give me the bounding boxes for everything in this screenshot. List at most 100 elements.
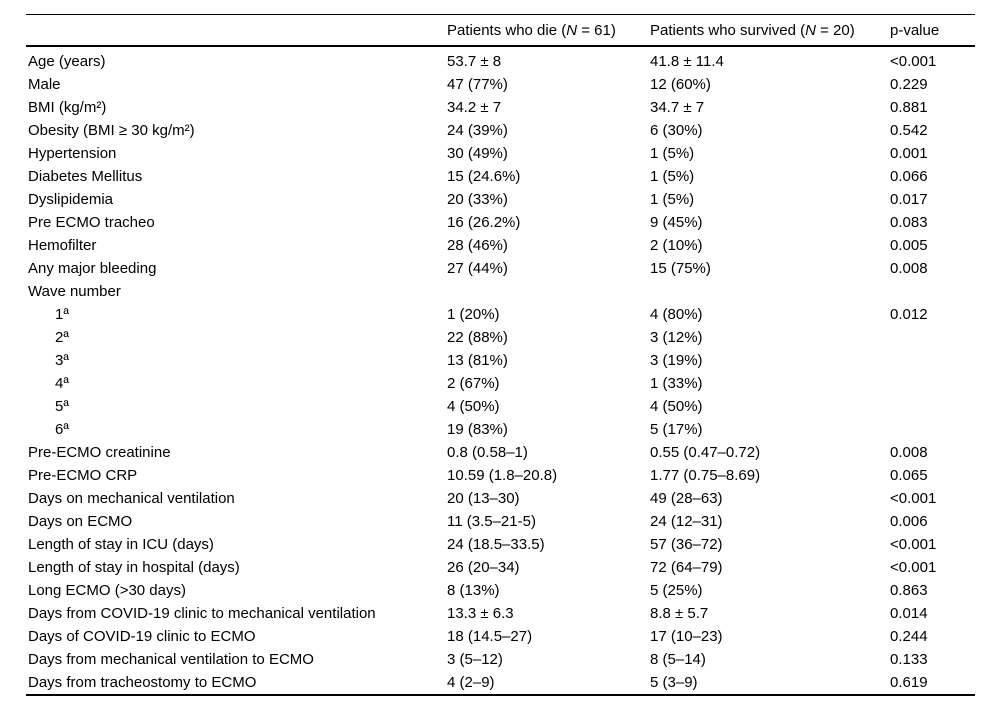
table-row: Days on ECMO 11 (3.5–21-5) 24 (12–31) 0.006 xyxy=(26,510,975,533)
cell-survived: 2 (10%) xyxy=(650,237,703,254)
cell-pvalue: 0.066 xyxy=(890,168,928,185)
cell-pvalue: 0.012 xyxy=(890,306,928,323)
row-label: Days of COVID-19 clinic to ECMO xyxy=(28,628,256,645)
row-label: Male xyxy=(28,76,61,93)
col-header-empty xyxy=(26,14,447,47)
cell-survived xyxy=(650,280,890,303)
row-label: 6ª xyxy=(55,421,69,438)
n-symbol: N xyxy=(805,21,816,39)
table-body: Age (years) 53.7 ± 8 41.8 ± 11.4 <0.001 Male… xyxy=(26,46,975,695)
cell-pvalue: <0.001 xyxy=(890,536,937,553)
cell-pvalue xyxy=(890,395,975,418)
cell-pvalue: 0.065 xyxy=(890,467,928,484)
row-label: 2ª xyxy=(55,329,69,346)
cell-died: 0.8 (0.58–1) xyxy=(447,444,528,461)
table-row: Days from COVID-19 clinic to mechanical … xyxy=(26,602,975,625)
table-row: 5ª 4 (50%) 4 (50%) xyxy=(26,395,975,418)
cell-pvalue: 0.005 xyxy=(890,237,928,254)
row-label: Days on ECMO xyxy=(28,513,133,530)
table-row: Pre-ECMO CRP 10.59 (1.8–20.8) 1.77 (0.75–8… xyxy=(26,464,975,487)
cell-died: 13.3 ± 6.3 xyxy=(447,605,514,622)
row-label: 4ª xyxy=(55,375,69,392)
row-label: Pre-ECMO CRP xyxy=(28,467,138,484)
n-symbol: N xyxy=(566,21,578,39)
cell-died: 11 (3.5–21-5) xyxy=(447,513,536,530)
cell-died: 27 (44%) xyxy=(447,260,508,277)
cell-survived: 8.8 ± 5.7 xyxy=(650,605,709,622)
cell-died: 53.7 ± 8 xyxy=(447,53,502,70)
cell-pvalue xyxy=(890,326,975,349)
cell-survived: 5 (17%) xyxy=(650,421,703,438)
table-row: 1ª 1 (20%) 4 (80%) 0.012 xyxy=(26,303,975,326)
table-row: BMI (kg/m²) 34.2 ± 7 34.7 ± 7 0.881 xyxy=(26,96,975,119)
cell-survived: 8 (5–14) xyxy=(650,651,706,668)
cell-died: 1 (20%) xyxy=(447,306,500,323)
cell-survived: 1 (5%) xyxy=(650,145,695,162)
table-header: Patients who die (N = 61) Patients who s… xyxy=(26,14,975,47)
cell-survived: 3 (19%) xyxy=(650,352,703,369)
table-row: Pre ECMO tracheo 16 (26.2%) 9 (45%) 0.083 xyxy=(26,211,975,234)
cell-survived: 17 (10–23) xyxy=(650,628,723,645)
cell-survived: 15 (75%) xyxy=(650,260,711,277)
table-row: Dyslipidemia 20 (33%) 1 (5%) 0.017 xyxy=(26,188,975,211)
row-label: Long ECMO (>30 days) xyxy=(28,582,186,599)
table-row: 4ª 2 (67%) 1 (33%) xyxy=(26,372,975,395)
table-row: 6ª 19 (83%) 5 (17%) xyxy=(26,418,975,441)
col-header-pvalue: p-value xyxy=(890,14,975,47)
cell-pvalue: <0.001 xyxy=(890,559,937,576)
cell-pvalue: 0.863 xyxy=(890,582,928,599)
row-label: Obesity (BMI ≥ 30 kg/m²) xyxy=(28,122,195,139)
row-label: Length of stay in hospital (days) xyxy=(28,559,240,576)
row-label: Days from mechanical ventilation to ECMO xyxy=(28,651,314,668)
row-label: 1ª xyxy=(55,306,69,323)
cell-survived: 57 (36–72) xyxy=(650,536,723,553)
cell-died: 30 (49%) xyxy=(447,145,508,162)
cell-pvalue: <0.001 xyxy=(890,53,937,70)
cell-pvalue xyxy=(890,349,975,372)
cell-died: 20 (13–30) xyxy=(447,490,520,507)
cell-died: 28 (46%) xyxy=(447,237,508,254)
table-row: Pre-ECMO creatinine 0.8 (0.58–1) 0.55 (0.4… xyxy=(26,441,975,464)
cell-survived: 0.55 (0.47–0.72) xyxy=(650,444,761,461)
cell-pvalue: 0.083 xyxy=(890,214,928,231)
cell-survived: 1 (5%) xyxy=(650,191,695,208)
cell-died: 3 (5–12) xyxy=(447,651,503,668)
table-row: Male 47 (77%) 12 (60%) 0.229 xyxy=(26,73,975,96)
cell-survived: 72 (64–79) xyxy=(650,559,723,576)
row-label: 5ª xyxy=(55,398,69,415)
row-label: Diabetes Mellitus xyxy=(28,168,143,185)
table-row: Length of stay in hospital (days) 26 (20–… xyxy=(26,556,975,579)
cell-survived: 1 (33%) xyxy=(650,375,703,392)
row-label: Age (years) xyxy=(28,53,106,70)
cell-survived: 41.8 ± 11.4 xyxy=(650,53,724,70)
table-row: Obesity (BMI ≥ 30 kg/m²) 24 (39%) 6 (30%) 0… xyxy=(26,119,975,142)
cell-died: 18 (14.5–27) xyxy=(447,628,533,645)
row-label: 3ª xyxy=(55,352,69,369)
table-row: 3ª 13 (81%) 3 (19%) xyxy=(26,349,975,372)
cell-pvalue: 0.017 xyxy=(890,191,928,208)
row-label: Days from tracheostomy to ECMO xyxy=(28,674,257,691)
header-row: Patients who die (N = 61) Patients who s… xyxy=(26,14,975,47)
cell-survived: 9 (45%) xyxy=(650,214,703,231)
row-label: Wave number xyxy=(28,283,121,300)
row-label: Pre-ECMO creatinine xyxy=(28,444,171,461)
col-header-patients-died: Patients who die (N = 61) xyxy=(447,14,650,47)
cell-died: 13 (81%) xyxy=(447,352,508,369)
col-header-patients-survived-count: = 20) xyxy=(815,21,855,39)
cell-died: 8 (13%) xyxy=(447,582,500,599)
table-row: Days from mechanical ventilation to ECMO… xyxy=(26,648,975,671)
row-label: Hemofilter xyxy=(28,237,97,254)
patient-comparison-table: Patients who die (N = 61) Patients who s… xyxy=(26,14,975,696)
cell-survived: 4 (50%) xyxy=(650,398,703,415)
cell-survived: 49 (28–63) xyxy=(650,490,723,507)
cell-died: 34.2 ± 7 xyxy=(447,99,502,116)
cell-pvalue: 0.244 xyxy=(890,628,928,645)
cell-survived: 1 (5%) xyxy=(650,168,695,185)
cell-died: 19 (83%) xyxy=(447,421,508,438)
cell-survived: 5 (25%) xyxy=(650,582,703,599)
cell-pvalue: 0.542 xyxy=(890,122,928,139)
table-row: 2ª 22 (88%) 3 (12%) xyxy=(26,326,975,349)
cell-died: 20 (33%) xyxy=(447,191,508,208)
cell-survived: 34.7 ± 7 xyxy=(650,99,705,116)
